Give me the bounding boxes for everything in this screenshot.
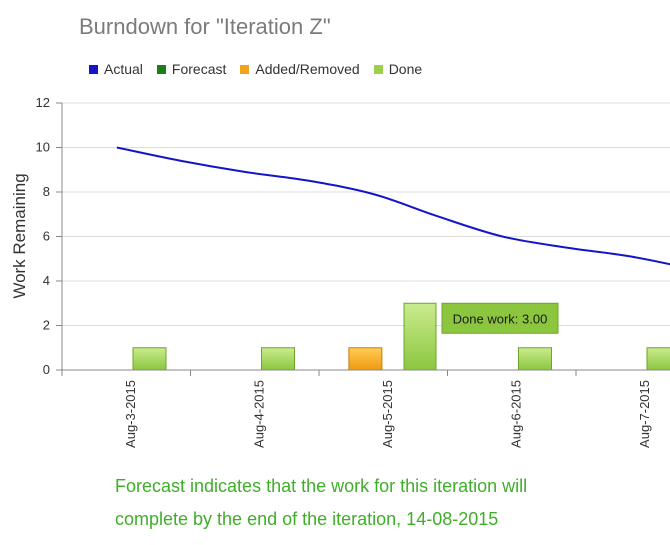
legend-item-done[interactable]: Done [373,61,423,77]
bar-done[interactable] [261,347,295,371]
y-tick-label: 12 [36,95,50,110]
legend-item-actual[interactable]: Actual [89,61,143,77]
bar-done[interactable] [646,347,670,371]
legend-swatch [156,64,166,74]
tooltip: Done work: 3.00 [441,302,559,334]
y-tick-label: 2 [43,318,50,333]
legend-swatch [89,64,98,74]
y-tick-label: 10 [36,140,50,155]
actual-line[interactable] [116,146,670,279]
y-tick-label: 4 [43,273,50,288]
x-tick-label: Aug-6-2015 [509,380,524,448]
bar-done[interactable] [518,347,552,371]
chart-plot: 0 2 4 6 8 10 12 Work Remaining Aug-3-2015 Aug-4-2… [10,95,670,448]
legend-swatch [373,64,383,74]
legend-label: Actual [104,61,143,77]
tooltip-box [441,302,559,334]
y-tick-label: 8 [43,184,50,199]
chart-legend: Actual Forecast Added/Removed Done [89,61,422,77]
forecast-note: Forecast indicates that the work for thi… [115,470,615,536]
legend-label: Forecast [171,61,227,77]
x-tick-label: Aug-3-2015 [123,380,138,448]
legend-swatch [240,64,250,74]
legend-item-forecast[interactable]: Forecast [156,61,227,77]
x-tick-label: Aug-5-2015 [380,380,395,448]
y-tick-label: 6 [43,229,50,244]
forecast-note-line-2: complete by the end of the iteration, 14… [115,509,499,529]
legend-item-added-removed[interactable]: Added/Removed [240,61,360,77]
forecast-note-line-1: Forecast indicates that the work for thi… [115,476,528,496]
bar-added-removed[interactable] [348,347,383,371]
legend-label: Added/Removed [255,61,360,77]
tooltip-text: Done work: 3.00 [453,311,548,326]
chart-title: Burndown for "Iteration Z" [79,14,331,39]
legend-label: Done [388,61,423,77]
bar-done[interactable] [403,302,437,371]
y-axis-label: Work Remaining [10,173,29,298]
x-tick-label: Aug-4-2015 [252,380,267,448]
y-tick-label: 0 [43,362,50,377]
bar-done[interactable] [132,347,167,371]
x-tick-label: Aug-7-2015 [637,380,652,448]
